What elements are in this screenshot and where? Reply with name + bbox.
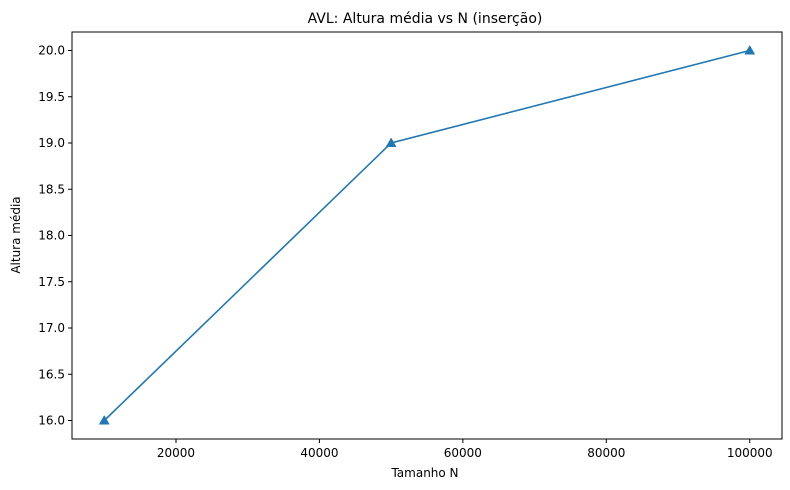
y-tick-label: 19.0 bbox=[38, 136, 65, 150]
y-axis-ticks: 16.0 16.5 17.0 17.5 18.0 18.5 19.0 19.5 20.0 bbox=[38, 44, 72, 428]
y-axis-label: Altura média bbox=[9, 196, 23, 273]
chart-title: AVL: Altura média vs N (inserção) bbox=[308, 11, 543, 27]
data-point-marker bbox=[385, 137, 397, 147]
y-tick-label: 17.5 bbox=[38, 275, 65, 289]
y-tick-label: 16.0 bbox=[38, 414, 65, 428]
y-tick-label: 17.0 bbox=[38, 321, 65, 335]
y-tick-label: 18.5 bbox=[38, 182, 65, 196]
x-tick-label: 40000 bbox=[300, 446, 338, 460]
y-tick-label: 16.5 bbox=[38, 367, 65, 381]
x-axis-ticks: 20000 40000 60000 80000 100000 bbox=[157, 439, 773, 460]
y-tick-label: 19.5 bbox=[38, 90, 65, 104]
y-tick-label: 20.0 bbox=[38, 44, 65, 58]
series-line bbox=[103, 49, 750, 422]
x-tick-label: 20000 bbox=[157, 446, 195, 460]
x-axis-label: Tamanho N bbox=[390, 466, 458, 480]
x-tick-label: 100000 bbox=[727, 446, 773, 460]
x-tick-label: 80000 bbox=[587, 446, 625, 460]
data-point-marker bbox=[98, 414, 110, 425]
x-tick-label: 60000 bbox=[444, 446, 482, 460]
series-layer bbox=[98, 44, 756, 425]
plot-frame bbox=[71, 31, 783, 440]
data-point-marker bbox=[744, 44, 756, 55]
y-tick-label: 18.0 bbox=[38, 229, 65, 243]
